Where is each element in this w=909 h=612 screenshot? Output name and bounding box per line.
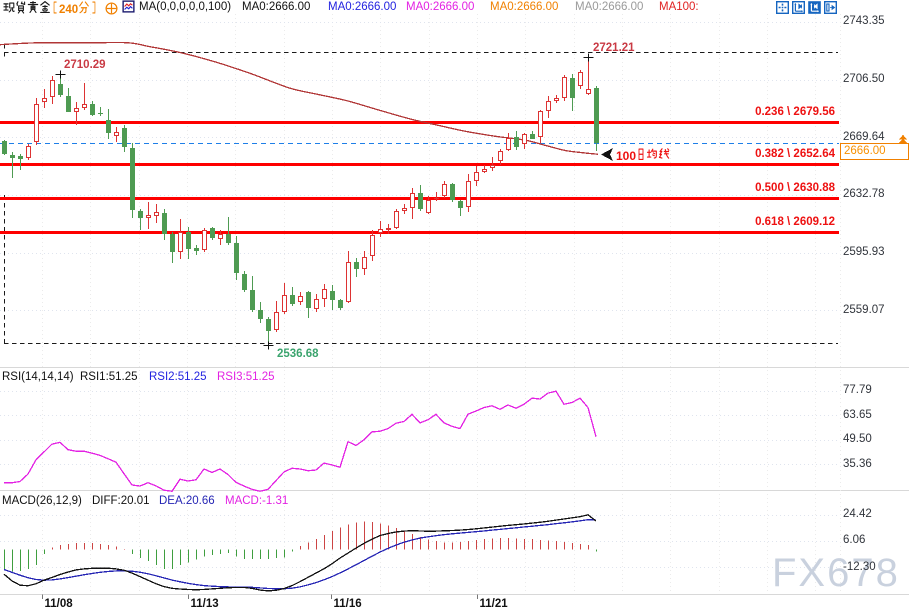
rsi-tick: 63.65 (843, 408, 872, 421)
shift-right-icon[interactable] (824, 1, 837, 14)
fib-level-label: 0.618 \ 2609.12 (755, 215, 835, 228)
swing-low-label: 2536.68 (277, 348, 319, 360)
ma-value-5: MA0:2666.00 (575, 1, 644, 13)
ma-value-4: MA0:2666.00 (490, 1, 559, 13)
swing-high-label: 2710.29 (64, 59, 106, 71)
diff-value-label: DIFF:20.01 (92, 495, 150, 507)
rsi-tick: 77.79 (843, 384, 872, 397)
price-tick: 2743.35 (843, 15, 885, 28)
date-tick: 11/16 (333, 598, 362, 610)
price-tick: 2632.78 (843, 188, 885, 201)
ma-value-2: MA0:2666.00 (328, 1, 397, 13)
rsi-params-label[interactable]: RSI(14,14,14) (2, 371, 74, 383)
price-tick: 2595.93 (843, 246, 885, 259)
crosshair-tool-icon[interactable] (776, 1, 789, 14)
fib-level-label: 0.236 \ 2679.56 (755, 105, 835, 118)
chart-type-icon[interactable] (122, 0, 135, 13)
rsi-tick: 49.50 (843, 433, 872, 446)
watermark: FX678 (772, 551, 900, 595)
price-tick: 2559.07 (843, 303, 885, 316)
macd-value-label: MACD:-1.31 (225, 495, 289, 507)
period-badge[interactable]: 240 (51, 1, 98, 16)
compress-right-icon-active[interactable] (808, 1, 821, 14)
price-tick: 2669.64 (843, 130, 885, 143)
rsi3-value-label: RSI3:51.25 (217, 371, 275, 383)
macd-tick: -12.30 (843, 560, 876, 573)
ma100-label: MA100: (659, 1, 699, 13)
macd-tick: 6.06 (843, 534, 866, 547)
fib-level-label: 0.382 \ 2652.64 (755, 147, 835, 160)
symbol-name (3, 1, 51, 14)
ma-value-1: MA0:2666.00 (242, 1, 311, 13)
peak-high-label: 2721.21 (593, 42, 635, 54)
ma100-annotation-label: 100 (616, 148, 670, 163)
current-price-box: 2666.00 (840, 143, 909, 160)
date-tick: 11/08 (44, 598, 73, 610)
macd-params-label[interactable]: MACD(26,12,9) (2, 495, 82, 507)
macd-tick: 24.42 (843, 508, 872, 521)
dea-value-label: DEA:20.66 (159, 495, 215, 507)
fib-level-label: 0.500 \ 2630.88 (755, 181, 835, 194)
circle-plus-icon[interactable] (105, 2, 118, 15)
date-tick: 11/21 (479, 598, 508, 610)
compress-left-icon[interactable] (792, 1, 805, 14)
date-tick: 11/13 (190, 598, 219, 610)
rsi2-value-label: RSI2:51.25 (149, 371, 207, 383)
ma-settings-label: MA(0,0,0,0,0,100) (139, 1, 232, 13)
rsi1-value-label: RSI1:51.25 (80, 371, 138, 383)
ma-value-3: MA0:2666.00 (406, 1, 475, 13)
price-tick: 2706.50 (843, 73, 885, 86)
rsi-tick: 35.36 (843, 457, 872, 470)
